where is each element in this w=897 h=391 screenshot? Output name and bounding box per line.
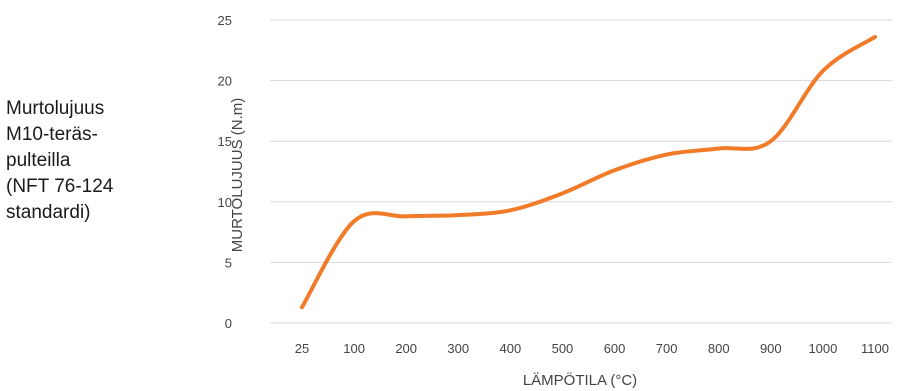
side-title-line: standardi) bbox=[6, 202, 91, 223]
x-tick-label: 300 bbox=[447, 341, 469, 356]
x-axis-title: LÄMPÖTILA (°C) bbox=[523, 371, 637, 389]
series-line bbox=[300, 34, 877, 310]
gridlines bbox=[270, 19, 892, 324]
y-tick-label: 10 bbox=[218, 195, 232, 210]
x-tick-label: 800 bbox=[708, 341, 730, 356]
x-tick-label: 200 bbox=[395, 341, 417, 356]
x-tick-label: 1100 bbox=[861, 341, 889, 356]
side-title-line: Murtolujuus bbox=[6, 98, 105, 119]
y-tick-label: 5 bbox=[225, 255, 232, 270]
series-lines bbox=[300, 34, 877, 310]
y-tick-label: 25 bbox=[218, 13, 232, 28]
y-tick-label: 0 bbox=[225, 316, 232, 331]
y-axis-title: MURTOLUJUUS (N.m) bbox=[229, 98, 246, 252]
x-tick-label: 900 bbox=[760, 341, 782, 356]
x-tick-label: 1000 bbox=[808, 341, 837, 356]
y-axis-ticks: 0 5 10 15 20 25 bbox=[218, 13, 232, 331]
side-title-line: (NFT 76-124 bbox=[6, 176, 114, 197]
y-tick-label: 15 bbox=[218, 134, 232, 149]
x-tick-label: 600 bbox=[604, 341, 626, 356]
side-title: Murtolujuus M10-teräs- pulteilla (NFT 76… bbox=[6, 96, 181, 226]
x-tick-label: 100 bbox=[343, 341, 365, 356]
side-title-line: pulteilla bbox=[6, 150, 71, 171]
x-tick-label: 400 bbox=[500, 341, 522, 356]
x-tick-label: 700 bbox=[656, 341, 678, 356]
x-tick-label: 500 bbox=[552, 341, 574, 356]
y-tick-label: 20 bbox=[218, 74, 232, 89]
x-axis-ticks: 25 100 200 300 400 500 600 700 800 900 1000 1100 bbox=[295, 341, 889, 356]
x-tick-label: 25 bbox=[295, 341, 309, 356]
side-title-line: M10-teräs- bbox=[6, 124, 98, 145]
